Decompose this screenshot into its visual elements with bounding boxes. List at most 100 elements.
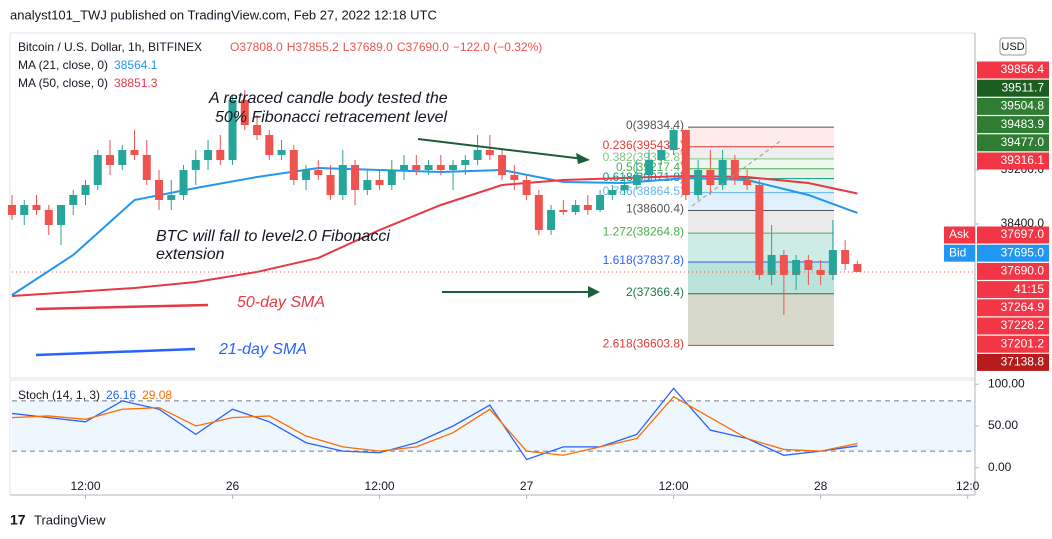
price-tag (977, 79, 1049, 97)
ma-legend: MA (21, close, 0) 38564.1 (18, 58, 158, 72)
candle-body (608, 189, 617, 195)
annotation: 50-day SMA (237, 294, 325, 311)
candle-body (730, 160, 739, 180)
price-tag-label: 37228.2 (1001, 318, 1045, 332)
ma-legend-value: 38564.1 (114, 58, 158, 72)
candle-body (669, 130, 678, 151)
candle-body (424, 165, 433, 171)
tag-side-label: Ask (949, 227, 970, 241)
fib-label: 1(38600.4) (626, 202, 684, 216)
symbol: Bitcoin / U.S. Dollar, 1h, BITFINEX (18, 40, 202, 54)
price-tag-label: 39856.4 (1001, 62, 1045, 76)
candle-body (155, 179, 164, 200)
candle-body (841, 249, 850, 264)
candle-body (706, 170, 715, 185)
candle-body (228, 100, 237, 161)
candle-body (216, 150, 225, 161)
candle-body (632, 174, 641, 185)
price-tag (977, 61, 1049, 79)
currency-box (999, 37, 1027, 56)
candle-body (485, 150, 494, 156)
candle-body (32, 204, 41, 210)
candle-body (498, 155, 507, 175)
fib-trend-line (691, 139, 783, 207)
currency: USD (1001, 41, 1024, 53)
annotation: A retraced candle body tested the (208, 90, 448, 107)
candle-body (167, 194, 176, 200)
fib-label: 1.272(38264.8) (603, 224, 684, 238)
candle-body (277, 150, 286, 156)
candle-body (130, 150, 139, 156)
candle-body (828, 249, 837, 275)
candle-body (816, 269, 825, 275)
candle-body (191, 160, 200, 171)
x-tick-label: 27 (520, 479, 534, 493)
candle-body (681, 130, 690, 195)
candle-body (522, 179, 531, 195)
price-tag-label: 39483.9 (1001, 117, 1045, 131)
fib-band (688, 293, 834, 346)
candle-body (645, 160, 654, 175)
x-tick-label: 26 (226, 479, 240, 493)
candle-body (547, 209, 556, 230)
candle-body (204, 150, 213, 161)
candle-body (81, 184, 90, 195)
candle-body (449, 165, 458, 171)
price-tag (977, 353, 1049, 371)
price-tag-label: 39316.1 (1001, 153, 1045, 167)
fib-band (688, 168, 834, 179)
candle-body (779, 254, 788, 275)
annotation: BTC will fall to level2.0 Fibonacci (156, 228, 390, 245)
candle-body (718, 160, 727, 185)
stoch-line (11, 395, 858, 456)
price-tag (977, 317, 1049, 335)
ohlc-value: C37690.0 (397, 40, 449, 54)
candle-body (44, 209, 53, 225)
candle-body (302, 170, 311, 180)
ohlc-legend: O37808.0 H37855.2 L37689.0 C37690.0 −122.0 (… (230, 40, 542, 54)
price-tag-label: 37264.9 (1001, 300, 1045, 314)
stoch-value: 26.16 (106, 388, 136, 402)
fib-label: 0.236(39543.1) (603, 138, 684, 152)
logo: TradingView (34, 512, 106, 527)
stoch-tick-label: 0.00 (988, 460, 1012, 474)
candle-body (583, 204, 592, 210)
candle-body (461, 160, 470, 166)
price-tag-label: 41:15 (1014, 282, 1044, 296)
ma-legend-name: MA (50, close, 0) (18, 76, 108, 90)
price-tag (977, 97, 1049, 115)
price-tag (977, 152, 1049, 170)
arrow-head (588, 286, 600, 298)
price-tag-label: 39511.7 (1002, 80, 1045, 94)
plot: 0(39834.4)0.236(39543.1)0.382(39362.8)0.… (8, 40, 1049, 499)
publisher: analyst101_TWJ published on TradingView.… (10, 7, 437, 22)
candle-body (106, 155, 115, 166)
annotation: 21-day SMA (218, 341, 307, 358)
fib-label: 1.618(37837.8) (603, 253, 684, 267)
price-tag (977, 281, 1049, 299)
stoch-value: 29.08 (142, 388, 172, 402)
candle-body (473, 150, 482, 161)
candle-body (436, 165, 445, 171)
fib-label: 2(37366.4) (626, 285, 684, 299)
stoch-legend: Stoch (14, 1, 3) 26.16 29.08 (18, 388, 172, 402)
candle-body (534, 194, 543, 230)
ma-legend-value: 38851.3 (114, 76, 158, 90)
candle-body (755, 184, 764, 275)
candle-body (253, 125, 262, 136)
candle-body (179, 170, 188, 195)
candle-body (571, 204, 580, 213)
candle-body (338, 165, 347, 195)
candle-body (412, 165, 421, 171)
candle-body (375, 179, 384, 185)
tag-side (944, 244, 975, 262)
sma-legend-line (35, 303, 209, 311)
candle-body (400, 165, 409, 171)
arrow-head (576, 153, 590, 164)
price-tag-label: 37695.0 (1001, 245, 1045, 259)
candle-body (387, 170, 396, 185)
x-tick-label: 12:00 (659, 479, 689, 493)
stoch-tick-label: 50.00 (988, 418, 1018, 432)
x-tick-label: 12:00 (365, 479, 395, 493)
